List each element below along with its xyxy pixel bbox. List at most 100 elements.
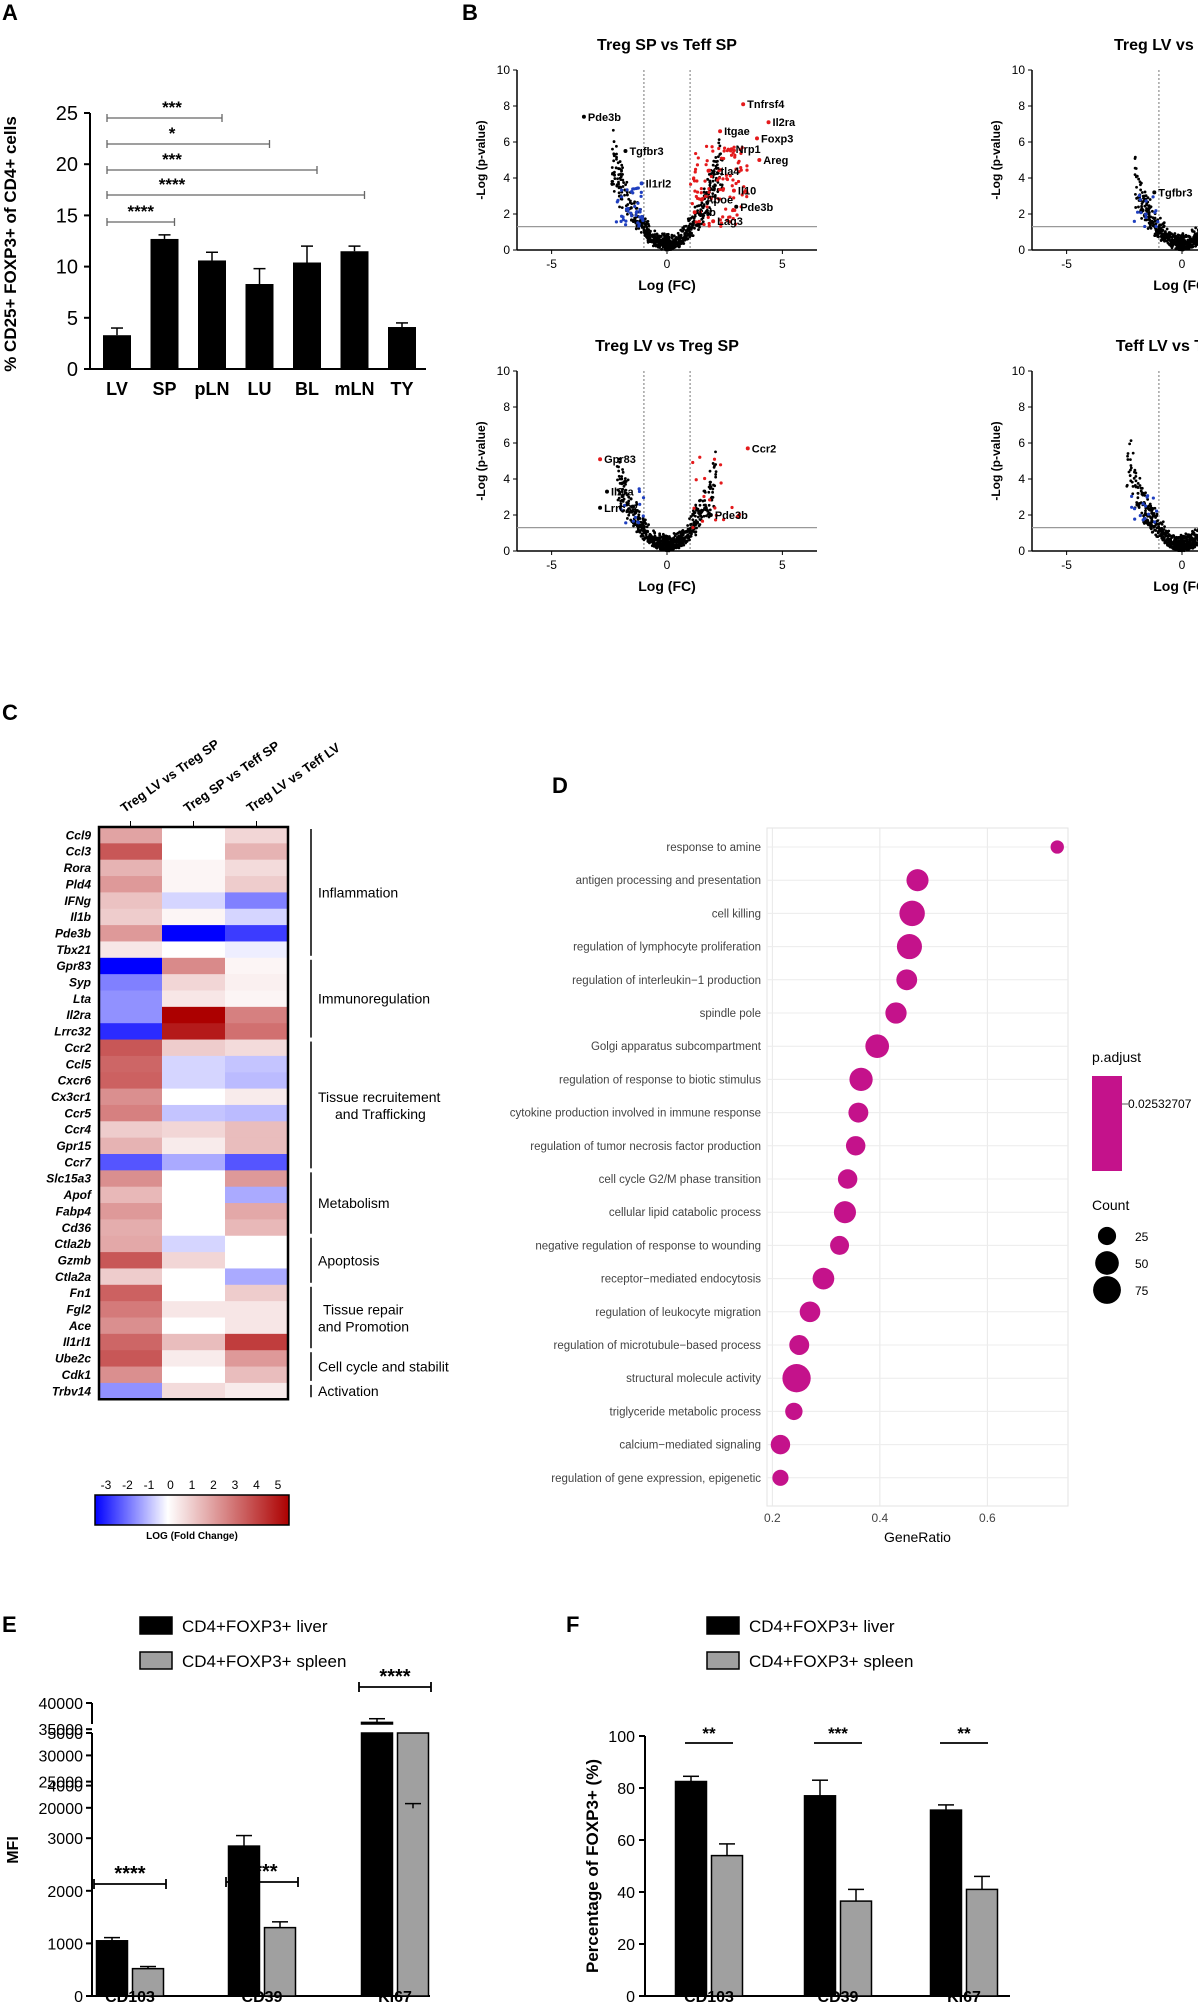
c-row-label: Rora: [64, 861, 92, 875]
c-heat-cell: [225, 1252, 288, 1269]
b-point-gray: [1168, 542, 1172, 546]
b-point-gray: [1164, 236, 1168, 240]
b-point-gray: [1168, 533, 1172, 537]
b-point-gray: [699, 498, 702, 502]
b-point-gray: [1158, 216, 1162, 220]
b-point-gray: [1192, 531, 1196, 535]
b-point-blue: [625, 188, 629, 192]
c-row-label: Cd36: [62, 1221, 92, 1235]
f-y-tick-label: 20: [617, 1937, 635, 1954]
b-point-blue: [630, 214, 634, 218]
b-gene-point: [766, 120, 771, 125]
b-point-gray: [637, 529, 641, 533]
b-points: [610, 128, 749, 252]
b-point-gray: [707, 503, 711, 507]
b-point-red: [705, 159, 709, 163]
c-row-label: Apof: [63, 1188, 92, 1202]
b-point-gray: [628, 511, 631, 515]
f-legend-swatch: [706, 1651, 740, 1670]
b-point-gray: [681, 226, 685, 230]
b-point-gray: [1170, 246, 1174, 250]
c-heat-cell: [225, 1023, 288, 1041]
c-heat-cell: [99, 1268, 162, 1286]
b-point-gray: [621, 173, 624, 176]
b-point-gray: [636, 515, 640, 519]
b-point-red: [695, 179, 699, 183]
c-heat-cell: [225, 1154, 288, 1171]
b-point-gray: [719, 152, 722, 156]
b-x-axis-label: Log (FC): [638, 277, 696, 293]
c-row-label: Fabp4: [56, 1204, 92, 1218]
a-bar: [198, 260, 226, 369]
b-point-gray: [661, 542, 664, 546]
b-point-gray: [670, 236, 674, 240]
b-gene-point: [708, 513, 713, 517]
c-heat-cell: [99, 1301, 162, 1318]
a-bar: [340, 251, 369, 369]
b-point-gray: [626, 203, 630, 206]
b-point-gray: [646, 230, 650, 234]
b-point-blue: [637, 222, 641, 226]
b-point-red: [719, 481, 723, 485]
b-point-gray: [676, 537, 680, 540]
b-point-gray: [1149, 526, 1153, 530]
b-point-red: [688, 182, 693, 186]
b-point-gray: [709, 485, 713, 489]
b-point-gray: [660, 248, 663, 251]
b-point-gray: [713, 193, 717, 197]
b-point-gray: [670, 242, 674, 245]
b-point-red: [694, 194, 698, 199]
b-point-blue: [636, 201, 640, 205]
c-group-label: Cell cycle and stabilit: [318, 1359, 449, 1375]
c-heat-cell: [162, 876, 225, 893]
b-point-gray: [1132, 476, 1136, 480]
b-point-gray: [619, 504, 623, 508]
c-heat-cell: [225, 1317, 288, 1335]
b-point-gray: [686, 228, 690, 231]
d-dot: [896, 969, 918, 991]
c-row-label: Lrrc32: [54, 1025, 91, 1039]
b-point-gray: [1138, 476, 1142, 480]
b-point-gray: [1129, 464, 1133, 467]
b-x-tick-label: 0: [1179, 558, 1186, 572]
b-point-red: [742, 185, 746, 189]
b-point-gray: [685, 540, 689, 543]
f-category-label: CD103: [684, 1989, 734, 2003]
b-point-gray: [1169, 240, 1173, 243]
b-point-gray: [701, 499, 705, 503]
b-point-gray: [1179, 533, 1183, 537]
b-y-tick-label: 2: [1018, 508, 1025, 522]
b-point-gray: [619, 172, 622, 176]
b-point-gray: [633, 522, 637, 526]
c-group-label: Tissue repair: [323, 1302, 404, 1318]
b-point-gray: [714, 475, 718, 479]
e-sig-label: ****: [246, 1861, 277, 1883]
b-point-gray: [634, 508, 638, 512]
d-term-label: regulation of response to biotic stimulu…: [559, 1074, 761, 1086]
panel-label-e: E: [2, 1612, 17, 1637]
b-point-blue: [1132, 507, 1137, 511]
b-point-gray: [687, 219, 691, 223]
e-y-tick-label: 3000: [47, 1831, 83, 1848]
c-heat-cell: [99, 1317, 162, 1335]
b-point-gray: [693, 514, 697, 518]
b-point-red: [698, 210, 702, 214]
b-point-gray: [668, 542, 672, 546]
b-point-gray: [653, 242, 656, 246]
b-point-gray: [620, 206, 624, 210]
b-point-gray: [656, 234, 659, 237]
b-point-gray: [632, 505, 636, 509]
b-point-red: [733, 155, 737, 159]
b-point-red: [707, 195, 711, 199]
b-point-gray: [686, 524, 690, 527]
c-row-label: Il1rl1: [63, 1335, 91, 1349]
b-point-red: [695, 190, 700, 194]
b-point-red: [693, 170, 697, 174]
b-point-gray: [1140, 216, 1144, 220]
b-x-tick-label: -5: [546, 558, 557, 572]
b-point-red: [721, 215, 725, 219]
b-point-gray: [641, 529, 645, 533]
b-gene-point: [741, 102, 746, 107]
b-point-gray: [1167, 529, 1171, 533]
b-point-gray: [707, 490, 711, 494]
